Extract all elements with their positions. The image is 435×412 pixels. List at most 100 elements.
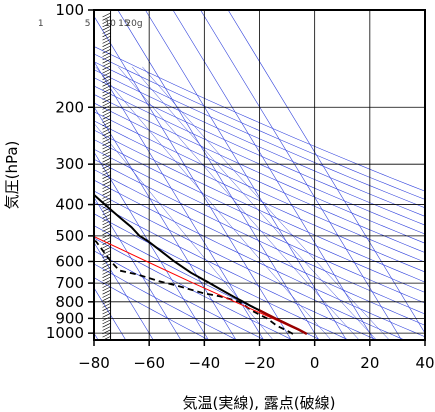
wind-barb <box>102 299 111 305</box>
y-tick-label: 300 <box>55 155 84 173</box>
x-tick-label: −60 <box>133 354 165 372</box>
dry-adiabat <box>94 111 425 263</box>
wind-barb <box>102 214 111 219</box>
mixing-ratio-label: 20g <box>125 19 142 29</box>
wind-barb <box>102 303 111 308</box>
grid-lines <box>94 10 425 340</box>
wind-barb <box>102 35 111 41</box>
dry-adiabat <box>94 277 209 340</box>
isotherm <box>172 10 375 340</box>
y-tick-label: 1000 <box>46 324 84 342</box>
wind-barb <box>102 276 111 282</box>
mixing-ratio-label: 15 <box>118 19 129 29</box>
wind-barb <box>102 253 111 259</box>
wind-barb <box>102 286 111 292</box>
wind-barb <box>102 68 111 74</box>
dry-adiabat <box>94 77 425 226</box>
wind-barb <box>102 289 111 295</box>
wind-barb <box>102 260 111 265</box>
wind-barb <box>102 62 111 67</box>
wind-barb <box>102 82 111 87</box>
wind-barb <box>102 148 111 153</box>
dry-adiabat <box>94 237 293 340</box>
wind-barb <box>102 184 111 189</box>
wind-barb <box>102 72 111 77</box>
wind-barb <box>102 329 111 335</box>
isotherm <box>200 10 402 340</box>
wind-barb <box>102 128 111 133</box>
wind-barb <box>102 101 111 107</box>
isotherm <box>117 10 320 340</box>
wind-barb <box>102 316 111 321</box>
mixing-ratio-line <box>132 66 377 340</box>
wind-barb <box>102 223 111 229</box>
wind-barb <box>102 233 111 239</box>
wind-barb <box>102 326 111 331</box>
parcel-line <box>94 235 308 335</box>
wind-barb <box>102 296 111 302</box>
y-tick-label: 500 <box>55 227 84 245</box>
wind-barb <box>102 29 111 34</box>
x-tick-label: −40 <box>189 354 221 372</box>
wind-barb <box>102 16 111 21</box>
dry-adiabat <box>94 53 425 200</box>
y-tick-label: 700 <box>55 274 84 292</box>
isotherm <box>94 15 292 340</box>
wind-barb <box>102 19 111 24</box>
x-tick-label: −20 <box>244 354 276 372</box>
y-axis-label: 気圧(hPa) <box>3 141 21 210</box>
mixing-ratio-label: 1 <box>38 19 44 29</box>
wind-barb <box>102 230 111 236</box>
dry-adiabat <box>94 102 425 253</box>
wind-barb <box>102 177 111 183</box>
dry-adiabat <box>94 46 425 192</box>
wind-barb <box>102 39 111 44</box>
wind-barb <box>102 227 111 232</box>
wind-barb <box>102 164 111 170</box>
wind-barb <box>102 263 111 269</box>
wind-barbs <box>102 10 112 340</box>
wind-barb <box>102 187 111 193</box>
dry-adiabat <box>94 61 425 209</box>
wind-barb <box>102 121 111 127</box>
wind-barb <box>102 65 111 71</box>
wind-barb <box>102 171 111 176</box>
y-tick-label: 600 <box>55 252 84 270</box>
wind-barb <box>102 332 111 338</box>
wind-barb <box>102 45 111 51</box>
wind-barb <box>102 25 111 31</box>
wind-barb <box>102 154 111 160</box>
wind-barb <box>102 273 111 278</box>
wind-barb <box>102 313 111 318</box>
wind-barb <box>102 12 111 18</box>
wind-barb <box>102 190 111 196</box>
y-tick-label: 200 <box>55 98 84 116</box>
wind-barb <box>102 52 111 57</box>
wind-barb <box>102 250 111 255</box>
y-tick-label: 900 <box>55 309 84 327</box>
dry-adiabat <box>94 85 425 235</box>
mixing-ratio-label: 10 <box>104 19 116 29</box>
isotherm <box>94 106 237 340</box>
y-tick-label: 400 <box>55 196 84 214</box>
wind-barb <box>102 75 111 80</box>
dry-adiabat <box>94 201 377 340</box>
wind-barb <box>102 55 111 61</box>
x-axis-ticks: −80 −60 −40 −20 0 20 40 <box>78 340 435 372</box>
isotherm <box>94 151 209 340</box>
dry-adiabat <box>94 69 425 217</box>
wind-barb <box>102 49 111 54</box>
wind-barb <box>102 131 111 137</box>
wind-barb <box>102 322 111 328</box>
isotherm <box>94 60 264 340</box>
temperature-line <box>94 193 308 335</box>
mixing-ratio-line <box>95 66 332 340</box>
dewpoint-line <box>94 239 294 335</box>
wind-barb <box>102 105 111 110</box>
dry-adiabat <box>94 158 425 315</box>
wind-barb <box>102 280 111 285</box>
wind-barb <box>102 118 111 123</box>
